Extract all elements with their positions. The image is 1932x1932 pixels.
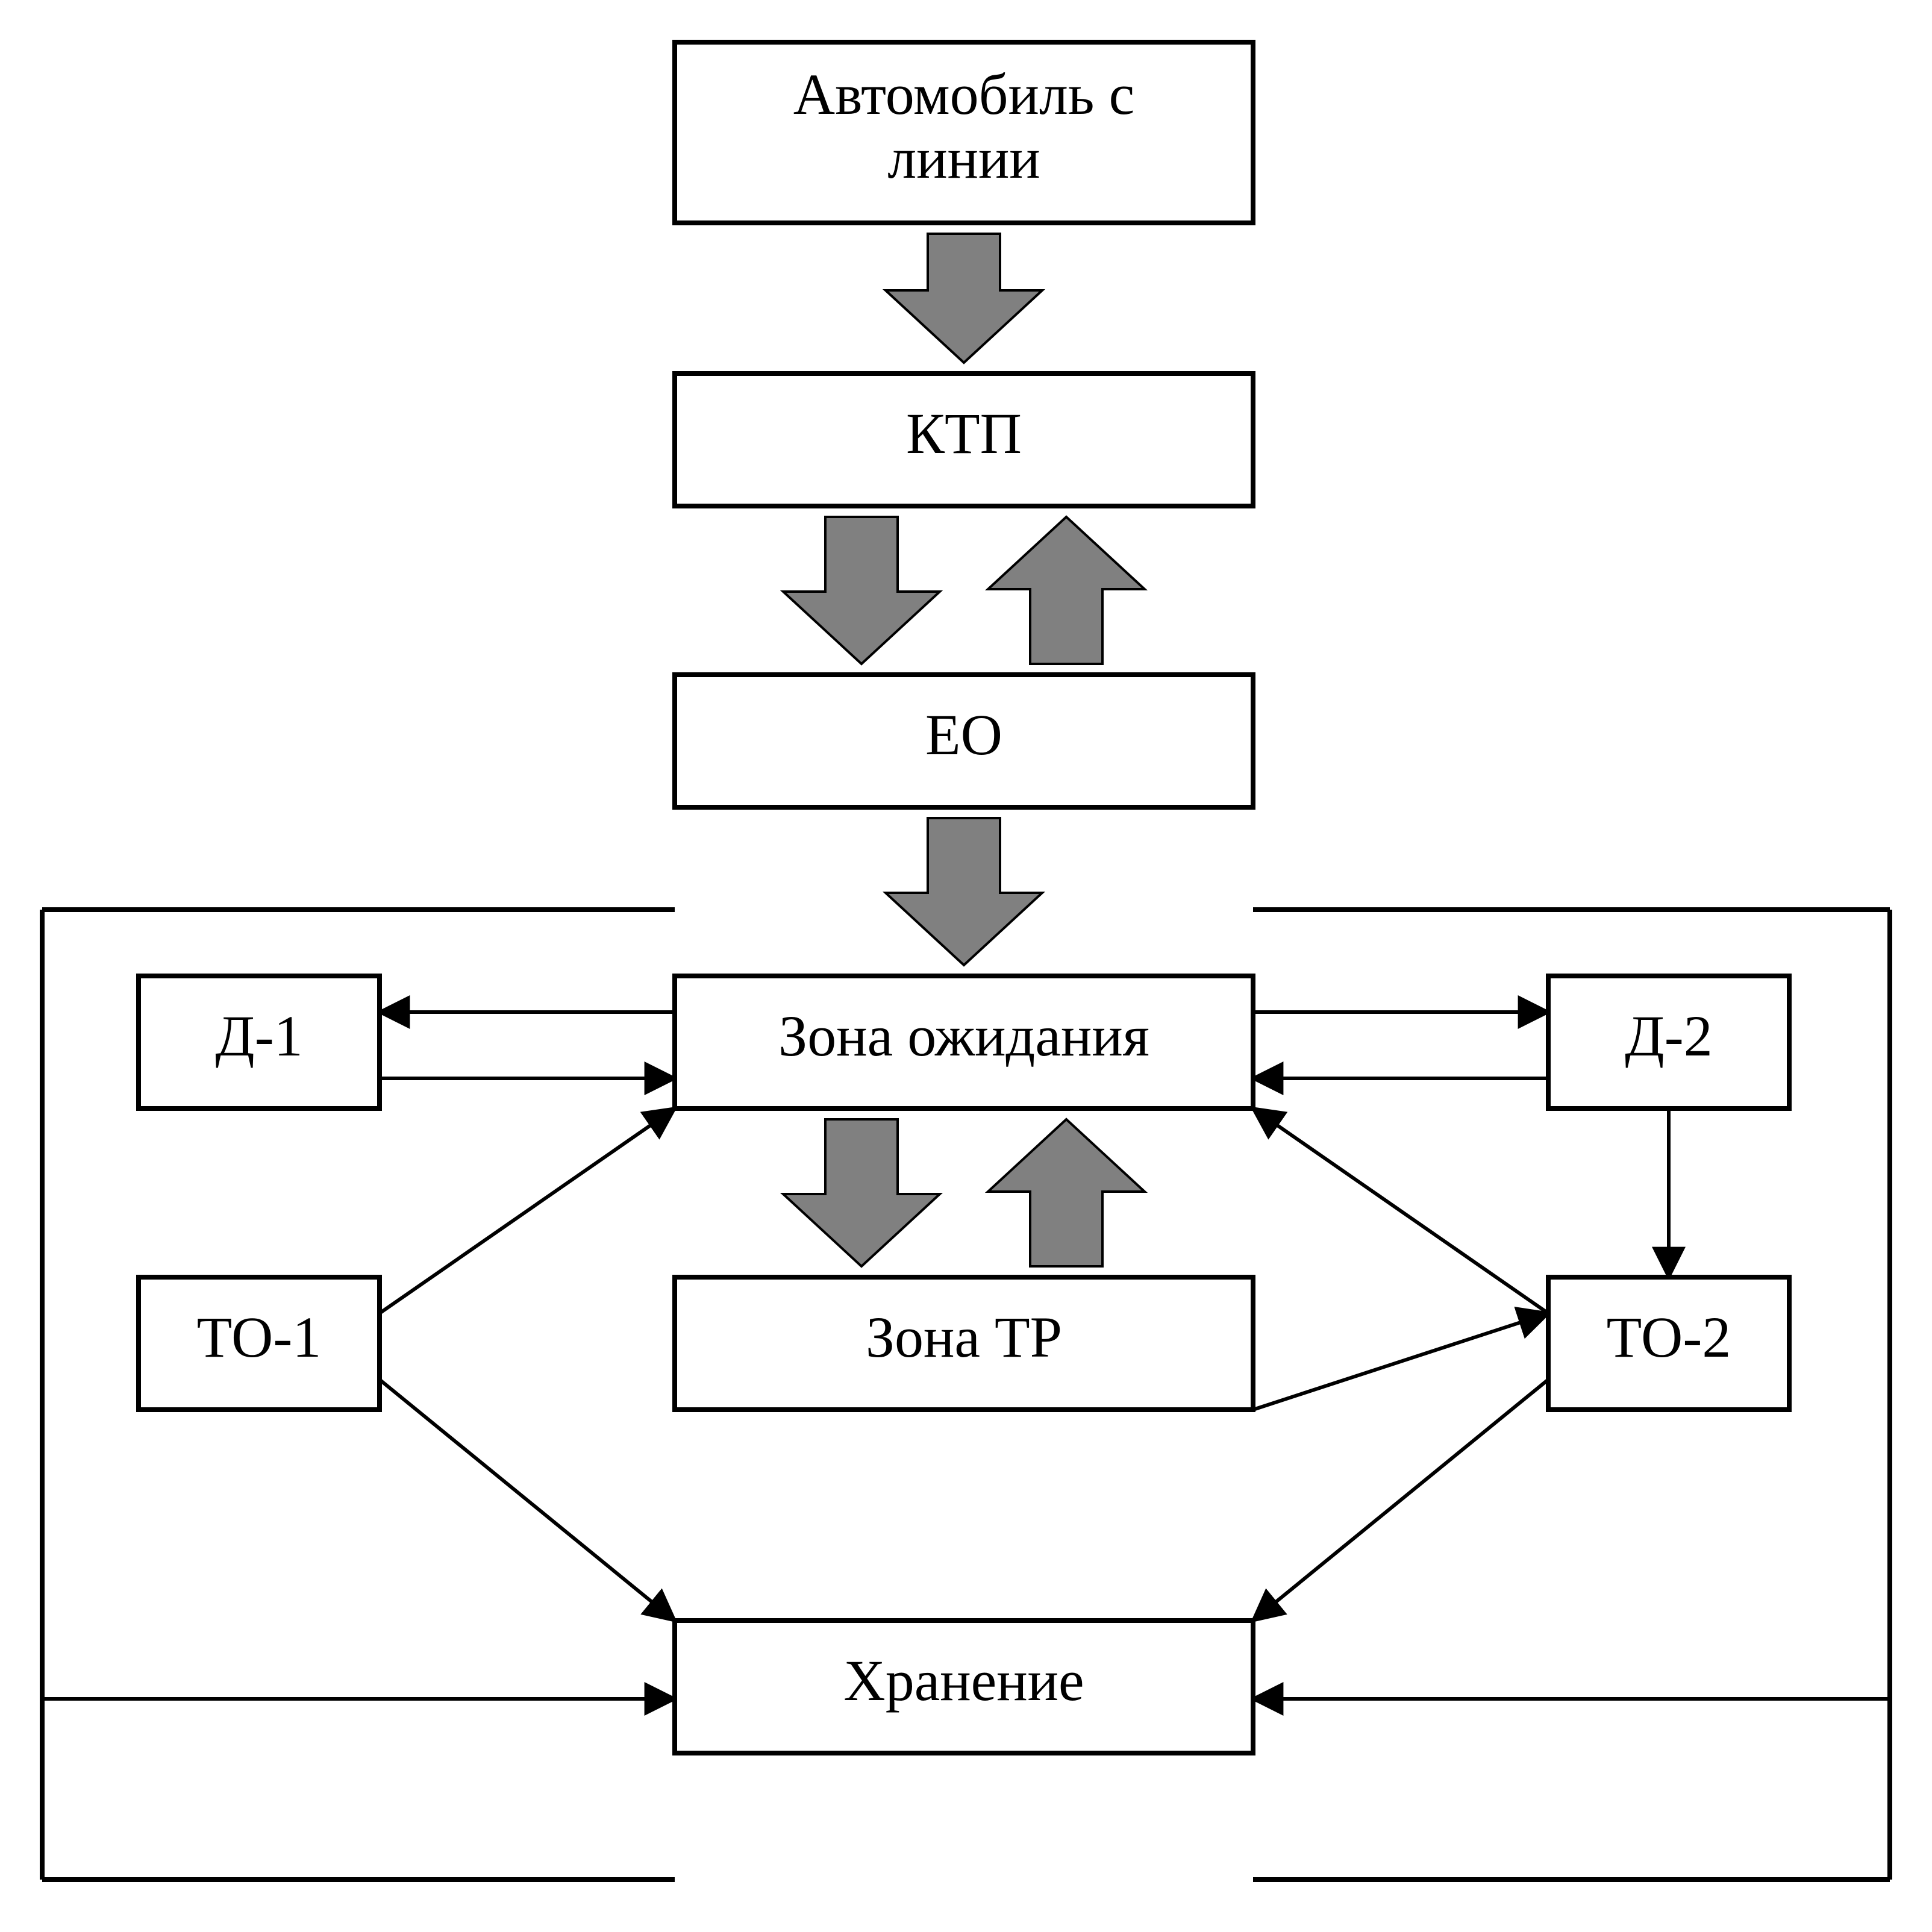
- node-label-hranenie: Хранение: [843, 1648, 1084, 1713]
- node-label-auto-1: Автомобиль с: [793, 62, 1134, 127]
- thin-arrow-6: [1253, 1108, 1548, 1313]
- flowchart-diagram: Автомобиль слинии КТП ЕО Зона ожидания Зона …: [0, 0, 1932, 1932]
- node-label-zona_tr: Зона ТР: [866, 1305, 1062, 1369]
- thin-arrow-8: [380, 1380, 675, 1621]
- node-label-auto-2: линии: [887, 126, 1040, 190]
- thin-arrow-7: [1253, 1313, 1548, 1410]
- thick-arrow: [886, 818, 1042, 965]
- node-label-ktp: КТП: [906, 401, 1022, 466]
- thin-arrow-9: [1253, 1380, 1548, 1621]
- thin-arrow-5: [380, 1108, 675, 1313]
- node-label-d1: Д-1: [215, 1004, 302, 1068]
- node-label-d2: Д-2: [1625, 1004, 1712, 1068]
- node-label-to2: ТО-2: [1607, 1305, 1731, 1369]
- thick-arrow: [886, 234, 1042, 363]
- thick-arrow: [783, 1119, 940, 1266]
- node-label-to1: ТО-1: [197, 1305, 322, 1369]
- node-label-zona_oz: Зона ожидания: [778, 1004, 1149, 1068]
- node-label-eo: ЕО: [925, 702, 1002, 767]
- thick-arrow: [988, 1119, 1145, 1266]
- thick-arrow: [988, 517, 1145, 664]
- thick-arrow: [783, 517, 940, 664]
